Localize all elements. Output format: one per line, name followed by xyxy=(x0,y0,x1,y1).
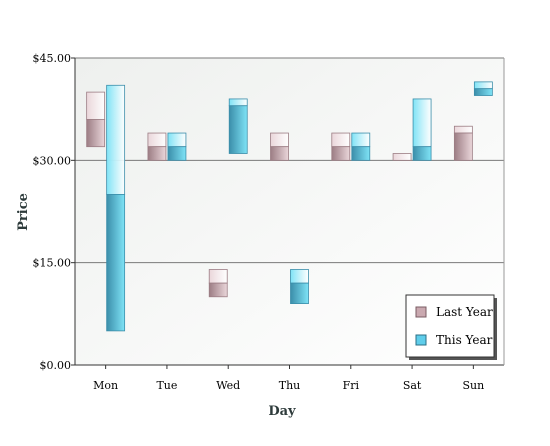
x-tick-label: Mon xyxy=(93,379,118,392)
bar-upper-this-year-sun xyxy=(473,81,493,90)
bar-upper-this-year-sat xyxy=(412,98,432,148)
legend-box xyxy=(405,294,495,358)
bar-upper-last-year-wed xyxy=(208,269,228,284)
x-tick-label: Tue xyxy=(156,379,177,392)
bar-upper-this-year-mon xyxy=(106,84,126,195)
bar-upper-this-year-fri xyxy=(351,132,371,148)
x-tick-label: Fri xyxy=(343,379,360,392)
legend-swatch-this-year xyxy=(415,334,427,346)
y-tick-label: $0.00 xyxy=(40,359,72,372)
x-axis-title: Day xyxy=(268,404,296,419)
bar-lower-this-year-sun xyxy=(473,88,493,96)
x-tick-label: Wed xyxy=(216,379,240,392)
bar-lower-this-year-fri xyxy=(351,146,371,161)
bar-lower-this-year-mon xyxy=(106,194,126,332)
bar-lower-last-year-mon xyxy=(86,119,106,148)
y-tick-labels: $0.00 $15.00 $30.00 $45.00 xyxy=(33,52,75,372)
bar-upper-last-year-thu xyxy=(270,132,289,148)
bar-upper-last-year-sat xyxy=(392,153,412,161)
x-tick-label: Thu xyxy=(279,379,301,392)
legend: Last Year This Year xyxy=(405,294,497,360)
y-tick-label: $45.00 xyxy=(33,52,72,65)
bar-upper-last-year-mon xyxy=(86,91,106,120)
bar-lower-last-year-thu xyxy=(270,146,289,161)
bar-lower-this-year-thu xyxy=(290,282,309,304)
bar-upper-last-year-sun xyxy=(453,125,473,134)
x-tick-label: Sun xyxy=(462,379,484,392)
bar-lower-last-year-wed xyxy=(208,282,228,298)
grid-lines xyxy=(75,57,504,264)
x-tick-labels: Mon Tue Wed Thu Fri Sat Sun xyxy=(93,365,484,392)
bar-lower-last-year-tue xyxy=(147,146,167,161)
y-axis-title: Price xyxy=(16,193,31,231)
bar-upper-this-year-wed xyxy=(228,98,248,107)
bar-upper-last-year-fri xyxy=(331,132,351,148)
legend-label-this-year: This Year xyxy=(436,333,493,347)
legend-swatch-last-year xyxy=(415,306,427,318)
bar-upper-this-year-tue xyxy=(167,132,187,148)
bar-upper-this-year-thu xyxy=(290,269,309,284)
y-tick-label: $15.00 xyxy=(33,257,72,270)
bar-lower-this-year-wed xyxy=(228,105,248,154)
x-tick-label: Sat xyxy=(403,379,422,392)
bar-lower-last-year-fri xyxy=(331,146,351,161)
bars xyxy=(86,81,493,332)
legend-label-last-year: Last Year xyxy=(436,305,493,319)
bar-upper-last-year-tue xyxy=(147,132,167,148)
bar-lower-last-year-sun xyxy=(453,132,473,161)
bar-lower-this-year-sat xyxy=(412,146,432,161)
bar-lower-this-year-tue xyxy=(167,146,187,161)
y-tick-label: $30.00 xyxy=(33,154,72,167)
